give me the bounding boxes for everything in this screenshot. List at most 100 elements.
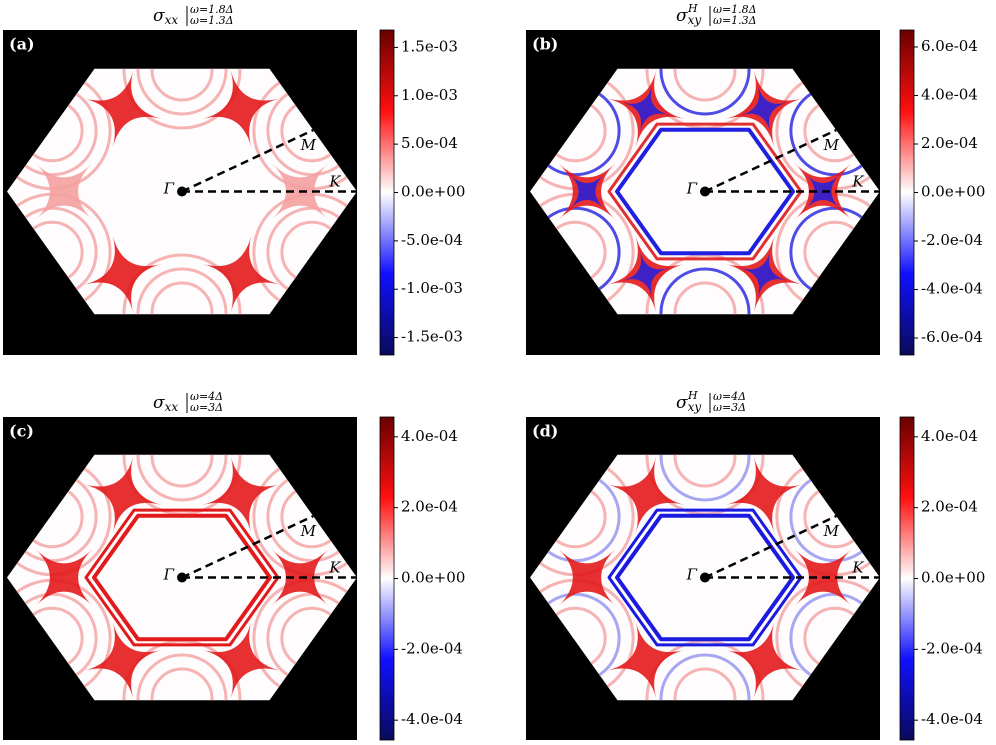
gamma-point	[700, 186, 710, 197]
hot-spot	[622, 251, 670, 298]
panel-label: (b)	[532, 35, 558, 54]
hot-spot	[570, 174, 604, 209]
title-lower: ω=1.3Δ	[190, 14, 234, 27]
gamma-point	[177, 186, 187, 197]
point-label: M	[823, 136, 840, 154]
point-label: K	[851, 559, 864, 577]
inner-ring	[92, 513, 272, 642]
title-sub: xy	[688, 400, 702, 414]
colorbar-tick-label: 2.0e-04	[401, 498, 458, 516]
colorbar-tick-label: -1.0e-03	[401, 279, 463, 297]
hot-spot	[84, 70, 162, 148]
title-symbol: σ	[153, 393, 165, 413]
band-arc	[659, 267, 751, 315]
colorbar-tick-label: 1.0e-03	[401, 86, 458, 104]
colorbar-tick-label: 2.0e-04	[921, 498, 978, 516]
colorbar-tick-label: 6.0e-04	[921, 37, 978, 55]
colorbar-tick-label: -4.0e-04	[401, 710, 463, 728]
title-lower: ω=3Δ	[190, 401, 223, 414]
inner-ring	[607, 122, 803, 261]
band-arc	[122, 68, 242, 130]
point-label: Γ	[686, 566, 698, 584]
title-sup: H	[687, 2, 698, 15]
colorbar-tick-label: -2.0e-04	[921, 231, 983, 249]
path-gamma-m	[704, 128, 837, 193]
point-label: K	[851, 173, 864, 191]
inner-ring	[615, 127, 795, 256]
point-label: K	[328, 173, 341, 191]
band-arc	[659, 68, 751, 116]
colorbar	[899, 416, 915, 741]
hot-spot	[84, 456, 162, 534]
gamma-point	[700, 572, 710, 583]
colorbar-tick-label: 5.0e-04	[401, 134, 458, 152]
path-gamma-m	[181, 128, 314, 193]
title-upper: ω=4Δ	[713, 390, 746, 403]
hot-spot	[607, 456, 685, 534]
hot-spot	[202, 70, 280, 148]
band-arc	[659, 454, 751, 502]
inner-ring	[615, 513, 795, 642]
title-sub: xy	[688, 13, 702, 27]
colorbar-tick-label: 1.5e-03	[401, 37, 458, 55]
panel-title: σxyH	[676, 2, 701, 27]
title-upper: ω=1.8Δ	[713, 3, 757, 16]
hot-spot	[84, 235, 162, 313]
panel-title: σxx	[153, 393, 178, 414]
title-symbol: σ	[153, 6, 165, 26]
path-gamma-m	[181, 514, 314, 579]
hot-spot	[725, 456, 803, 534]
point-label: Γ	[686, 180, 698, 198]
hot-spot	[202, 456, 280, 534]
path-gamma-m	[704, 514, 837, 579]
band-arc	[122, 253, 242, 315]
colorbar	[379, 416, 395, 741]
colorbar-tick-label: 4.0e-04	[921, 85, 978, 103]
point-label: K	[328, 559, 341, 577]
point-label: M	[300, 522, 317, 540]
inner-ring	[84, 508, 280, 647]
band-arc	[136, 267, 228, 315]
hot-spot	[740, 251, 788, 298]
band-arc	[673, 281, 737, 315]
band-arc	[136, 68, 228, 116]
hot-spot	[607, 621, 685, 699]
title-sub: xx	[165, 13, 179, 27]
colorbar-tick-label: -4.0e-04	[921, 710, 983, 728]
band-arc	[150, 68, 214, 102]
gamma-point	[177, 572, 187, 583]
title-lower: ω=1.3Δ	[713, 14, 757, 27]
panel: Γ M K (b) σxyH ω=1.8Δω=1.3Δ 6.0e-04 4.0e-04 2.0e…	[526, 2, 985, 356]
hot-spot	[84, 621, 162, 699]
hot-spot	[35, 163, 93, 220]
band-arc	[673, 667, 737, 701]
panel-title: σxx	[153, 6, 178, 27]
title-sup: H	[687, 389, 698, 402]
colorbar-tick-label: -2.0e-04	[921, 639, 983, 657]
colorbar-tick-label: 0.0e+00	[921, 569, 985, 587]
colorbar	[899, 29, 915, 356]
title-upper: ω=1.8Δ	[190, 3, 234, 16]
band-arc	[659, 653, 751, 701]
colorbar-tick-label: 0.0e+00	[921, 183, 985, 201]
inner-ring	[607, 508, 803, 647]
panel-title: σxyH	[676, 389, 701, 414]
colorbar-tick-label: -6.0e-04	[921, 328, 983, 346]
colorbar-tick-label: 2.0e-04	[921, 134, 978, 152]
colorbar	[379, 29, 395, 356]
hot-spot	[740, 85, 788, 132]
point-label: M	[823, 522, 840, 540]
hot-spot	[35, 549, 93, 606]
band-arc	[673, 68, 737, 102]
band-arc	[150, 454, 214, 488]
colorbar-tick-label: 4.0e-04	[921, 427, 978, 445]
colorbar-tick-label: 0.0e+00	[401, 183, 465, 201]
colorbar-tick-label: -4.0e-04	[921, 280, 983, 298]
point-label: Γ	[163, 180, 175, 198]
title-lower: ω=3Δ	[713, 401, 746, 414]
point-label: M	[300, 136, 317, 154]
point-label: Γ	[163, 566, 175, 584]
colorbar-tick-label: -1.5e-03	[401, 328, 463, 346]
colorbar-tick-label: 4.0e-04	[401, 427, 458, 445]
